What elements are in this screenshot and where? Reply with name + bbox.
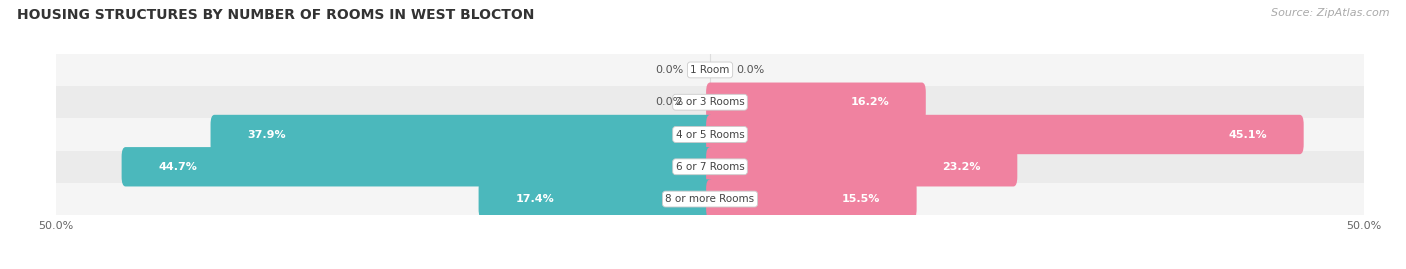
Text: 4 or 5 Rooms: 4 or 5 Rooms	[676, 129, 744, 140]
Text: 1 Room: 1 Room	[690, 65, 730, 75]
Text: 45.1%: 45.1%	[1229, 129, 1267, 140]
Text: 0.0%: 0.0%	[737, 65, 765, 75]
Text: 0.0%: 0.0%	[655, 97, 683, 107]
Text: 15.5%: 15.5%	[842, 194, 880, 204]
Text: 37.9%: 37.9%	[247, 129, 285, 140]
Text: 6 or 7 Rooms: 6 or 7 Rooms	[676, 162, 744, 172]
Bar	[56, 183, 1364, 215]
Bar	[56, 54, 1364, 86]
Text: 8 or more Rooms: 8 or more Rooms	[665, 194, 755, 204]
Text: 44.7%: 44.7%	[159, 162, 197, 172]
Text: 17.4%: 17.4%	[515, 194, 554, 204]
FancyBboxPatch shape	[211, 115, 714, 154]
Bar	[56, 118, 1364, 151]
FancyBboxPatch shape	[706, 179, 917, 219]
Bar	[56, 151, 1364, 183]
FancyBboxPatch shape	[706, 83, 925, 122]
FancyBboxPatch shape	[706, 147, 1018, 186]
FancyBboxPatch shape	[706, 115, 1303, 154]
Text: 0.0%: 0.0%	[655, 65, 683, 75]
FancyBboxPatch shape	[478, 179, 714, 219]
Text: Source: ZipAtlas.com: Source: ZipAtlas.com	[1271, 8, 1389, 18]
Bar	[56, 86, 1364, 118]
Text: 23.2%: 23.2%	[942, 162, 981, 172]
Text: 2 or 3 Rooms: 2 or 3 Rooms	[676, 97, 744, 107]
FancyBboxPatch shape	[122, 147, 714, 186]
Text: 16.2%: 16.2%	[851, 97, 889, 107]
Text: HOUSING STRUCTURES BY NUMBER OF ROOMS IN WEST BLOCTON: HOUSING STRUCTURES BY NUMBER OF ROOMS IN…	[17, 8, 534, 22]
